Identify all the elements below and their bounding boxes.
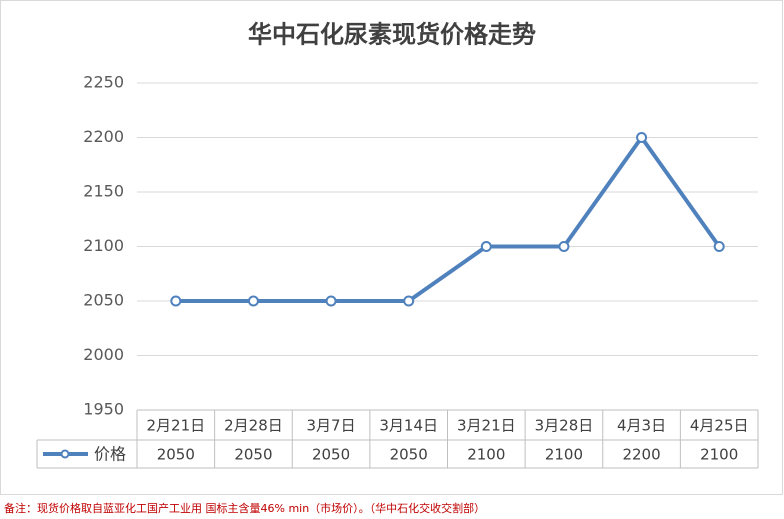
chart-title: 华中石化尿素现货价格走势 [248,20,536,49]
x-tick-label: 2月28日 [224,417,283,435]
marker [636,132,648,143]
y-tick-label: 2100 [83,236,124,255]
table-value: 2200 [622,446,660,464]
x-tick-label: 2月21日 [146,417,205,435]
marker [713,241,725,252]
x-tick-label: 4月3日 [617,417,666,435]
legend-label: 价格 [94,445,126,464]
x-tick-label: 3月21日 [457,417,516,435]
note: 备注：现货价格取自蓝亚化工国产工业用 国标主含量46% min（市场价）。（华中… [4,501,485,515]
x-tick-label: 3月7日 [307,417,356,435]
y-tick-label: 2200 [83,127,124,146]
line [175,135,721,303]
x-tick-label: 3月14日 [379,417,438,435]
table-value: 2050 [312,446,350,464]
y-tick-label: 1950 [83,400,124,419]
table-value: 2050 [157,446,195,464]
table-value: 2100 [467,446,505,464]
y-tick-label: 2250 [83,73,124,92]
table-value: 2100 [545,446,583,464]
x-tick-label: 4月25日 [690,417,749,435]
marker [480,241,492,252]
legend-marker [60,449,70,459]
table-value: 2050 [234,446,272,464]
y-tick-label: 2150 [83,182,124,201]
table-value: 2100 [700,446,738,464]
marker [558,241,570,252]
marker [170,295,182,307]
x-tick-label: 3月28日 [535,417,594,435]
y-tick-label: 2050 [83,291,124,310]
y-tick-label: 2000 [83,345,124,364]
marker [325,295,337,307]
marker [403,295,415,307]
marker [247,295,259,307]
table-value: 2050 [390,446,428,464]
